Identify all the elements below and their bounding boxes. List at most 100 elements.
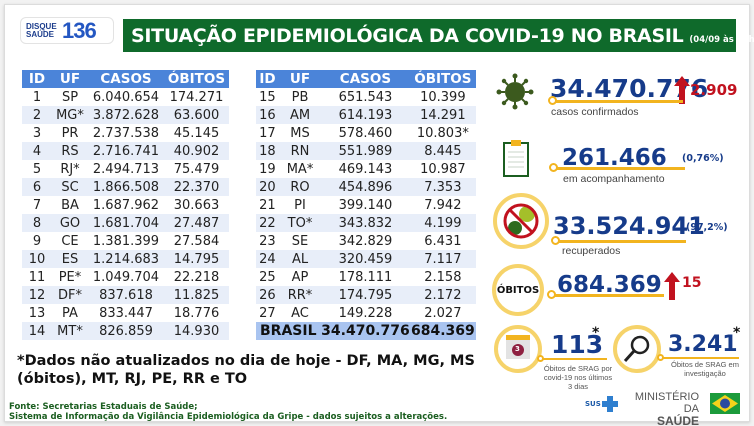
underline	[661, 357, 739, 359]
table-row: 22 TO* 343.832 4.199	[256, 214, 476, 232]
cell-casos: 469.143	[338, 161, 393, 177]
cell-casos: 178.111	[338, 269, 393, 285]
recovered-pct: (97,2%)	[686, 222, 728, 233]
col-obitos: ÓBITOS	[409, 70, 476, 88]
table-row: 26 RR* 174.795 2.172	[256, 286, 476, 304]
cell-casos: 454.896	[321, 178, 410, 196]
cell-uf: PA	[62, 305, 78, 321]
states-table-right: ID UF CASOS ÓBITOS 15 PB 651.543 10.399 16 AM…	[256, 70, 476, 340]
cell-casos: 1.687.962	[92, 197, 160, 213]
underline	[553, 100, 683, 103]
table-row: 17 MS 578.460 10.803*	[256, 124, 476, 142]
asterisk: *	[592, 325, 600, 341]
label-line: 3 dias	[567, 382, 588, 391]
underline-dot	[549, 163, 558, 172]
col-obitos: ÓBITOS	[164, 70, 229, 88]
cell-casos: 320.459	[321, 250, 410, 268]
cell-uf: MA*	[286, 161, 314, 177]
virus-icon	[496, 73, 534, 110]
cell-uf: AP	[291, 269, 309, 285]
table-row: 25 AP 178.111 2.158	[256, 268, 476, 286]
cell-obitos: 2.027	[424, 305, 462, 321]
clipboard-icon	[503, 140, 529, 177]
total-label: BRASIL	[256, 322, 322, 340]
cell-casos: 6.040.654	[92, 89, 160, 105]
cell-id: 1	[32, 89, 42, 105]
logo-number: 136	[62, 17, 97, 43]
cell-casos: 1.866.508	[88, 178, 164, 196]
table-row: 11 PE* 1.049.704 22.218	[22, 268, 229, 286]
cell-casos: 826.859	[88, 322, 164, 340]
cell-obitos: 30.663	[173, 197, 220, 213]
cell-obitos: 10.399	[420, 89, 466, 105]
cell-uf: RO	[278, 178, 322, 196]
total-row: BRASIL 34.470.776 684.369	[256, 322, 476, 340]
underline-dot	[551, 236, 560, 245]
title-banner: SITUAÇÃO EPIDEMIOLÓGICA DA COVID-19 NO B…	[123, 19, 754, 52]
disque-saude-logo: DISQUE SAÚDE 136	[20, 17, 114, 44]
cell-id: 14	[22, 322, 52, 340]
cell-id: 26	[256, 286, 279, 304]
label-line: investigação	[684, 369, 726, 378]
cell-casos: 3.872.628	[88, 106, 164, 124]
cell-obitos: 63.600	[164, 106, 229, 124]
cell-id: 2	[22, 106, 52, 124]
cell-obitos: 14.291	[409, 106, 476, 124]
cell-casos: 342.829	[338, 233, 393, 249]
cell-obitos: 7.942	[424, 197, 462, 213]
cell-obitos: 6.431	[424, 233, 462, 249]
cell-casos: 2.716.741	[88, 142, 164, 160]
cell-obitos: 7.117	[409, 250, 476, 268]
cell-casos: 651.543	[338, 89, 393, 105]
table-row: 16 AM 614.193 14.291	[256, 106, 476, 124]
table-row: 6 SC 1.866.508 22.370	[22, 178, 229, 196]
cell-uf: PE*	[58, 269, 82, 285]
col-casos: CASOS	[321, 70, 410, 88]
cell-id: 20	[256, 178, 279, 196]
srag-investigation-value: 3.241	[668, 332, 738, 357]
cell-id: 15	[259, 89, 276, 105]
srag-investigation-label: Óbitos de SRAG em investigação	[665, 360, 745, 378]
cell-id: 16	[256, 106, 279, 124]
total-obitos: 684.369	[409, 322, 476, 340]
table-row: 27 AC 149.228 2.027	[256, 304, 476, 322]
cell-uf: PB	[291, 89, 309, 105]
cell-uf: ES	[52, 250, 88, 268]
srag-3days-label: Óbitos de SRAG por covid-19 nos últimos …	[538, 364, 618, 391]
label-line: Óbitos de SRAG por	[543, 364, 613, 373]
underline	[552, 294, 664, 297]
cell-id: 10	[22, 250, 52, 268]
timestamp: (04/09 às 18h40)	[689, 35, 754, 45]
cell-obitos: 7.353	[409, 178, 476, 196]
source-line-2: Sistema de Informação da Vigilância Epid…	[9, 412, 448, 422]
cell-obitos: 18.776	[173, 305, 220, 321]
table-header-row: ID UF CASOS ÓBITOS	[22, 70, 229, 88]
monitoring-label: em acompanhamento	[563, 173, 665, 185]
table-row: 3 PR 2.737.538 45.145	[22, 124, 229, 142]
cell-obitos: 10.803*	[416, 125, 469, 141]
monitoring-pct: (0,76%)	[682, 153, 724, 164]
cell-casos: 1.381.399	[92, 233, 160, 249]
sus-cross-icon	[601, 396, 618, 412]
table-row: 20 RO 454.896 7.353	[256, 178, 476, 196]
cell-id: 22	[256, 214, 279, 232]
cell-obitos: 22.218	[173, 269, 220, 285]
monitoring-value: 261.466	[562, 145, 667, 171]
table-row: 8 GO 1.681.704 27.487	[22, 214, 229, 232]
confirmed-label: casos confirmados	[551, 106, 639, 118]
table-row: 19 MA* 469.143 10.987	[256, 160, 476, 178]
cell-id: 27	[259, 305, 276, 321]
cell-obitos: 22.370	[164, 178, 229, 196]
table-row: 10 ES 1.214.683 14.795	[22, 250, 229, 268]
arrow-up-icon	[664, 272, 680, 300]
srag-3days-value: 113	[551, 330, 604, 359]
calendar-badge: 3	[515, 345, 520, 353]
brazil-flag-icon	[710, 393, 740, 414]
col-casos: CASOS	[88, 70, 164, 88]
cell-uf: GO	[52, 214, 88, 232]
cell-id: 24	[256, 250, 279, 268]
cell-id: 11	[28, 269, 46, 285]
cell-uf: MS	[290, 125, 310, 141]
cell-uf: AL	[278, 250, 322, 268]
deaths-value: 684.369	[557, 272, 662, 298]
